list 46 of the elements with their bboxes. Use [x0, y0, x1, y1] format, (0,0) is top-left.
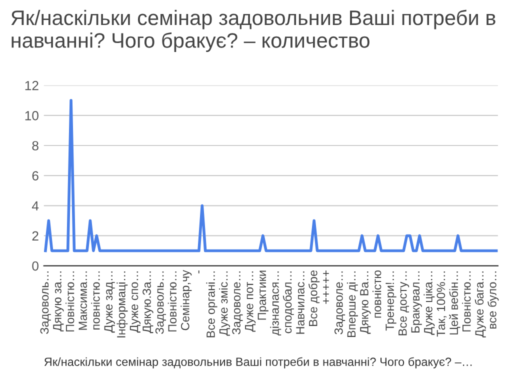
x-tick-label: +++++: [323, 270, 329, 304]
x-tick-label: Дуже бага…: [474, 272, 486, 338]
x-tick-label: сподобал…: [282, 272, 294, 334]
x-tick-label: Тренери!…: [386, 272, 396, 331]
x-tick-label: Повністю…: [462, 272, 471, 332]
x-tick-label: дізналася…: [270, 272, 282, 336]
y-tick-label: 2: [32, 231, 38, 240]
x-tick-label: Цей вебін…: [449, 272, 460, 334]
x-tick-label: Бракувал…: [411, 272, 422, 332]
y-tick-label: 0: [32, 261, 38, 271]
x-tick-label: Так, 100%…: [436, 272, 447, 337]
x-tick-label: Все добре: [308, 270, 320, 326]
x-tick-label: Повністю…: [66, 272, 74, 332]
x-tick-label: Максима…: [78, 272, 87, 330]
x-tick-label: Інформаці…: [116, 272, 128, 338]
x-tick-label: все було…: [488, 272, 499, 329]
x-tick-label: Дякую.За…: [142, 272, 154, 334]
x-tick-label: Дякую за…: [53, 272, 64, 332]
chart-title: Як/наскільки семінар задовольнив Ваші потреби в навчанні? Чого бракує? – количество: [11, 10, 496, 52]
x-tick-label: Дуже зміс…: [219, 272, 230, 336]
y-tick-label: 10: [25, 110, 38, 120]
x-tick-label: Задоволе…: [232, 272, 243, 334]
x-tick-label: Задоволь…: [40, 272, 51, 334]
x-tick-label: Все органі…: [206, 272, 218, 338]
x-tick-label: Навчилас…: [296, 272, 304, 334]
y-tick-label: 6: [32, 171, 38, 180]
x-tick-label: -: [198, 270, 200, 274]
x-tick-label: Задоволь…: [155, 272, 166, 334]
x-tick-label: Дуже зад…: [104, 272, 115, 333]
x-tick-label: Дуже цікa…: [424, 272, 435, 335]
x-tick-label: повністю: [372, 270, 382, 318]
y-tick-label: 4: [32, 201, 39, 210]
x-tick-label: Повністю…: [168, 272, 177, 332]
x-tick-label: Дуже пот…: [245, 272, 256, 332]
x-tick-label: Семінар,чу: [180, 270, 192, 330]
x-tick-label: Дуже спо…: [130, 272, 140, 333]
x-tick-label: Задоволе…: [334, 272, 346, 334]
x-tick-label: Вперше ді…: [346, 272, 358, 338]
x-axis-title: Як/наскільки семінар задовольнив Ваші потреби в навчанні? Чого бракує? –…: [44, 357, 472, 368]
x-tick-label: повністю…: [91, 272, 100, 330]
line-series: [44, 99, 498, 252]
x-tick-label: Практики: [258, 270, 268, 320]
y-tick-label: 12: [25, 80, 38, 90]
x-tick-label: Все досту…: [398, 272, 410, 336]
x-tick-label: Дякую Ва…: [360, 272, 371, 334]
y-tick-label: 8: [32, 141, 38, 150]
